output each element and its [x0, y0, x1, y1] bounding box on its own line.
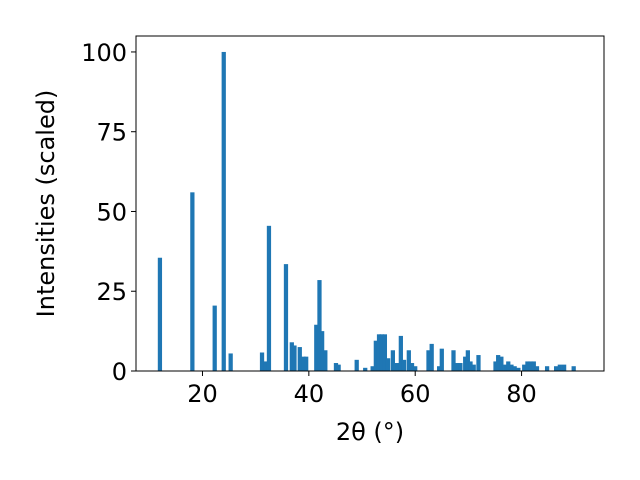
x-tick-label: 80	[506, 380, 537, 408]
bar	[283, 264, 289, 371]
bar	[476, 355, 481, 371]
bar	[221, 51, 226, 371]
y-tick-label: 25	[96, 278, 127, 306]
plot-frame	[135, 35, 605, 372]
y-tick-label: 0	[112, 358, 127, 386]
bar	[314, 324, 319, 371]
bar	[289, 342, 294, 371]
bar	[301, 356, 306, 371]
bar	[471, 364, 476, 371]
bar	[398, 335, 403, 371]
bar	[544, 366, 550, 371]
bars-group	[157, 51, 576, 371]
bar	[395, 363, 400, 371]
bar	[571, 366, 576, 371]
bar	[534, 366, 540, 371]
bar	[413, 366, 418, 371]
bar	[320, 331, 325, 371]
bar	[458, 363, 463, 371]
bar	[437, 366, 442, 371]
bar	[503, 364, 508, 371]
bar	[263, 361, 268, 371]
bar	[531, 361, 536, 371]
bar	[528, 361, 533, 371]
bar	[385, 358, 391, 371]
bar	[506, 361, 511, 371]
bar	[512, 366, 517, 371]
bar	[157, 257, 163, 371]
bar	[390, 350, 395, 371]
bar	[406, 350, 411, 371]
bar	[304, 356, 309, 371]
bar	[454, 363, 459, 371]
x-axis-ticks: 20 40 60 80	[187, 371, 537, 408]
bar	[212, 305, 217, 371]
bar	[259, 352, 265, 371]
bar	[463, 356, 468, 371]
bar	[373, 340, 378, 371]
bar	[429, 343, 434, 371]
bar	[333, 363, 339, 371]
bar	[409, 363, 415, 371]
bar	[363, 367, 368, 371]
x-tick-label: 60	[400, 380, 431, 408]
bar	[354, 359, 359, 371]
bar	[509, 364, 514, 371]
y-tick-label: 50	[96, 198, 127, 226]
bar	[370, 366, 375, 371]
bar	[317, 280, 322, 371]
bar	[382, 334, 388, 371]
bar	[554, 366, 559, 371]
x-tick-label: 20	[187, 380, 218, 408]
bar	[323, 350, 328, 371]
bar	[266, 225, 272, 371]
bar	[468, 361, 473, 371]
x-tick-label: 40	[294, 380, 325, 408]
y-axis-label: Intensities (scaled)	[32, 90, 60, 318]
bar	[379, 334, 384, 371]
bar	[401, 359, 407, 371]
bar	[228, 353, 233, 371]
bar	[493, 361, 498, 371]
x-axis-label: 2θ (°)	[336, 418, 404, 446]
bar	[499, 356, 504, 371]
bar	[336, 364, 341, 371]
bar	[561, 364, 567, 371]
bar	[496, 355, 501, 371]
bar	[516, 367, 521, 371]
y-axis-ticks: 0 25 50 75 100	[81, 39, 136, 386]
bar	[292, 345, 297, 371]
y-tick-label: 75	[96, 119, 127, 147]
bar	[190, 192, 195, 371]
bar	[525, 361, 530, 371]
bar	[376, 334, 382, 371]
bar	[426, 350, 431, 371]
bar	[557, 364, 562, 371]
bar	[451, 350, 456, 371]
y-tick-label: 100	[81, 39, 127, 67]
bar	[297, 347, 302, 371]
bar	[522, 364, 527, 371]
bar	[439, 348, 444, 371]
bar	[465, 350, 470, 371]
